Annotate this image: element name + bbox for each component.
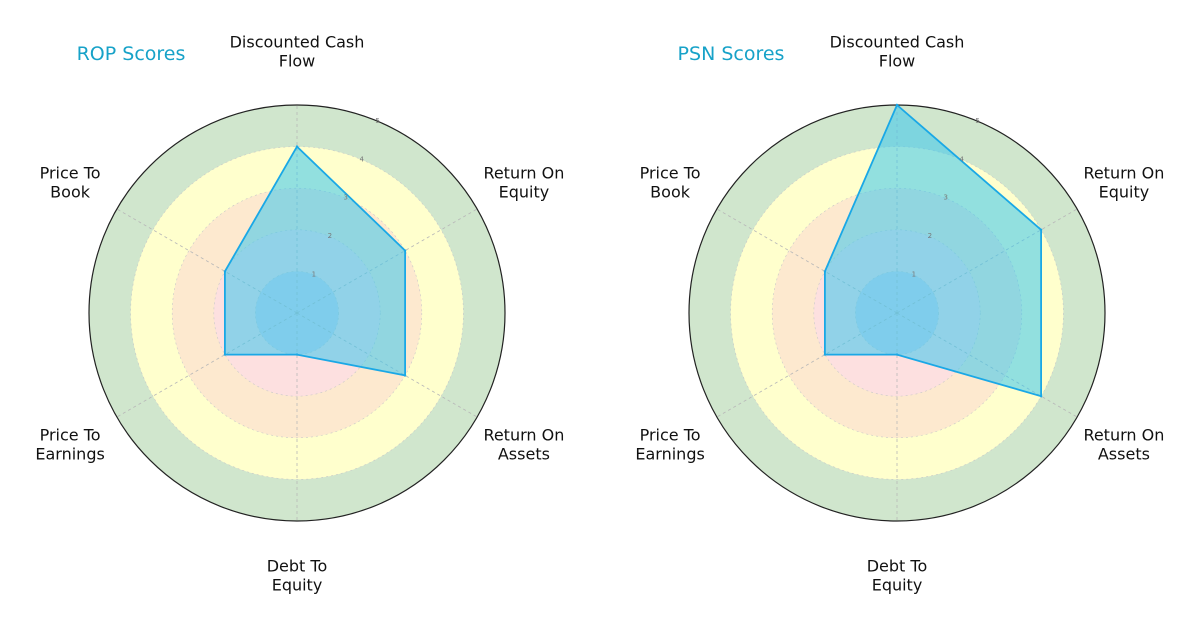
category-label: Price To Earnings bbox=[35, 426, 104, 464]
score-point bbox=[895, 353, 899, 356]
score-point bbox=[223, 270, 227, 273]
score-point bbox=[295, 145, 299, 148]
score-point bbox=[1039, 395, 1043, 398]
score-point bbox=[403, 374, 407, 377]
radial-tick-label: 2 bbox=[928, 232, 932, 240]
radial-tick-label: 5 bbox=[375, 117, 379, 125]
outer-frame bbox=[88, 104, 506, 522]
category-label: Price To Earnings bbox=[635, 426, 704, 464]
score-point bbox=[223, 353, 227, 356]
radial-gridline bbox=[116, 208, 298, 314]
radial-tick-label: 2 bbox=[328, 232, 332, 240]
score-point bbox=[295, 353, 299, 356]
ring-gridline bbox=[130, 146, 464, 480]
radial-tick-label: 1 bbox=[912, 271, 916, 279]
radial-tick-label: 5 bbox=[975, 117, 979, 125]
radial-gridline bbox=[716, 208, 898, 314]
category-label: Return On Equity bbox=[1083, 164, 1164, 202]
radial-tick-label: 4 bbox=[959, 155, 964, 163]
radial-tick-label: 1 bbox=[312, 271, 316, 279]
category-label: Price To Book bbox=[40, 164, 101, 202]
category-label: Return On Equity bbox=[483, 164, 564, 202]
category-label: Debt To Equity bbox=[267, 557, 328, 595]
category-label: Return On Assets bbox=[483, 426, 564, 464]
category-label: Return On Assets bbox=[1083, 426, 1164, 464]
score-point bbox=[1039, 228, 1043, 231]
score-point bbox=[823, 353, 827, 356]
radial-gridline bbox=[116, 312, 298, 418]
category-label: Price To Book bbox=[640, 164, 701, 202]
rop-radar-panel: 1 2 3 4 5 Discounted Cash Flow Return On Equity R… bbox=[35, 33, 564, 595]
psn-chart-title: PSN Scores bbox=[678, 43, 785, 65]
rop-chart-title: ROP Scores bbox=[77, 43, 186, 65]
radial-gridline bbox=[716, 312, 898, 418]
radial-tick-label: 3 bbox=[944, 194, 948, 202]
category-label: Debt To Equity bbox=[867, 557, 928, 595]
score-point bbox=[823, 270, 827, 273]
psn-radar-panel: 1 2 3 4 5 Discounted Cash Flow Return On Equity R… bbox=[635, 33, 1164, 595]
ring-gridline bbox=[171, 187, 423, 439]
ring-gridline bbox=[730, 146, 1064, 480]
radial-tick-label: 3 bbox=[344, 194, 348, 202]
radial-tick-label: 4 bbox=[359, 155, 364, 163]
category-label: Discounted Cash Flow bbox=[830, 33, 965, 71]
score-point bbox=[403, 249, 407, 252]
category-label: Discounted Cash Flow bbox=[230, 33, 365, 71]
score-point bbox=[895, 103, 899, 107]
